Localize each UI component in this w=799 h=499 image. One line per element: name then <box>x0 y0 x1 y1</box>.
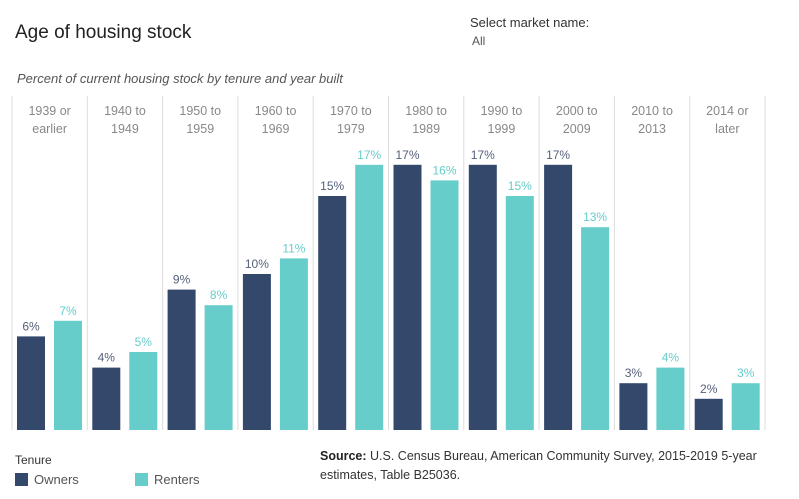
category-label: 1990 to <box>481 104 523 118</box>
category-label: 1980 to <box>405 104 447 118</box>
data-label-owners: 15% <box>320 179 344 193</box>
bar-renters <box>505 196 534 430</box>
chart-subtitle: Percent of current housing stock by tenu… <box>17 71 343 86</box>
data-label-owners: 2% <box>700 382 718 396</box>
data-label-owners: 6% <box>22 319 40 333</box>
bar-renters <box>129 352 158 430</box>
category-label: later <box>715 122 739 136</box>
bar-renters <box>204 305 233 430</box>
category-label: earlier <box>32 122 67 136</box>
bar-owners <box>468 164 497 431</box>
bar-renters <box>656 367 685 430</box>
data-label-renters: 7% <box>59 304 77 318</box>
bar-owners <box>17 336 45 430</box>
bar-owners <box>242 274 271 430</box>
legend-swatch-owners <box>15 472 28 486</box>
bar-renters <box>355 164 384 431</box>
category-label: 1940 to <box>104 104 146 118</box>
bar-renters <box>581 227 610 430</box>
data-label-renters: 17% <box>357 148 381 162</box>
category-label: 1969 <box>262 122 290 136</box>
bar-renters <box>731 383 760 430</box>
bar-renters <box>54 320 82 430</box>
legend-swatch-renters <box>135 472 148 486</box>
bar-owners <box>92 367 121 430</box>
category-label: 1960 to <box>255 104 297 118</box>
category-label: 2000 to <box>556 104 598 118</box>
legend-label-renters: Renters <box>154 471 200 487</box>
category-label: 2010 to <box>631 104 673 118</box>
category-label: 1950 to <box>179 104 221 118</box>
chart-title: Age of housing stock <box>15 22 192 43</box>
legend-item-owners[interactable]: Owners <box>15 471 79 487</box>
bar-owners <box>544 164 573 431</box>
data-label-owners: 9% <box>173 273 191 287</box>
source-note: Source: U.S. Census Bureau, American Com… <box>320 447 780 485</box>
category-label: 1999 <box>488 122 516 136</box>
bar-chart: 1939 or earlier 6% 7% 1940 to 1949 4% 5% 1950 to… <box>11 96 766 431</box>
bar-owners <box>619 383 648 430</box>
category-label: 1939 or <box>28 104 70 118</box>
category-label: 2009 <box>563 122 591 136</box>
category-label: 2014 or <box>706 104 748 118</box>
data-label-renters: 16% <box>432 163 456 177</box>
data-label-renters: 3% <box>737 366 755 380</box>
data-label-owners: 17% <box>471 148 495 162</box>
category-label: 1979 <box>337 122 365 136</box>
source-label: Source: <box>320 449 367 463</box>
category-label: 1949 <box>111 122 139 136</box>
bar-owners <box>694 398 723 430</box>
data-label-owners: 4% <box>98 351 116 365</box>
data-label-owners: 17% <box>546 148 570 162</box>
market-filter-select[interactable]: All <box>472 34 486 48</box>
legend-item-renters[interactable]: Renters <box>135 471 200 487</box>
bar-renters <box>279 258 308 430</box>
data-label-renters: 11% <box>282 241 305 255</box>
category-label: 1970 to <box>330 104 372 118</box>
data-label-renters: 8% <box>210 288 228 302</box>
category-label: 1959 <box>186 122 214 136</box>
data-label-renters: 15% <box>508 179 532 193</box>
legend-title: Tenure <box>15 453 52 467</box>
data-label-renters: 4% <box>662 351 680 365</box>
legend-label-owners: Owners <box>34 471 79 487</box>
data-label-owners: 10% <box>245 257 269 271</box>
data-label-renters: 5% <box>135 335 153 349</box>
bar-owners <box>393 164 422 431</box>
bar-owners <box>318 196 347 430</box>
data-label-owners: 3% <box>625 366 643 380</box>
category-label: 2013 <box>638 122 666 136</box>
data-label-owners: 17% <box>395 148 419 162</box>
market-filter-label: Select market name: <box>470 15 590 30</box>
bar-owners <box>167 289 196 430</box>
data-label-renters: 13% <box>583 210 607 224</box>
source-text: U.S. Census Bureau, American Community S… <box>320 449 757 482</box>
category-label: 1989 <box>412 122 440 136</box>
bar-renters <box>430 180 459 430</box>
